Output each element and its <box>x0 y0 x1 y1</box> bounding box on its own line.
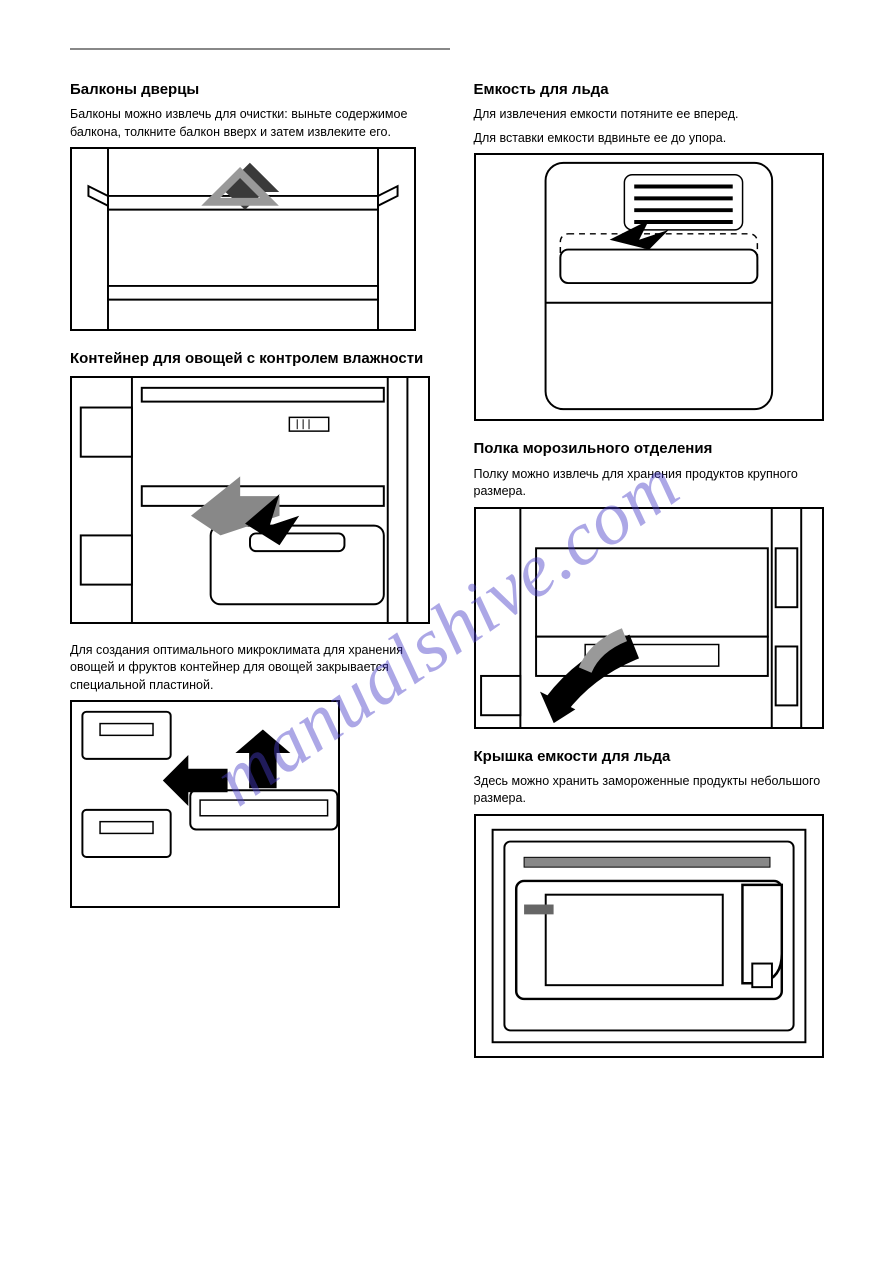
text-ice-insert: Для вставки емкости вдвиньте ее до упора… <box>474 130 834 148</box>
right-column: Емкость для льда Для извлечения емкости … <box>474 80 834 1076</box>
text-freezer-shelf: Полку можно извлечь для хранения продукт… <box>474 466 834 501</box>
heading-veg-container: Контейнер для овощей с контролем влажнос… <box>70 349 430 369</box>
text-door-balconies: Балконы можно извлечь для очистки: выньт… <box>70 106 430 141</box>
figure-door-balcony <box>70 147 416 331</box>
figure-veg-container <box>70 376 430 624</box>
figure-freezer-shelf <box>474 507 824 729</box>
text-ice-remove: Для извлечения емкости потяните ее впере… <box>474 106 834 124</box>
heading-ice-cover: Крышка емкости для льда <box>474 747 834 767</box>
figure-ice-cover <box>474 814 824 1058</box>
heading-door-balconies: Балконы дверцы <box>70 80 430 100</box>
heading-ice-container: Емкость для льда <box>474 80 834 100</box>
horizontal-rule <box>70 48 450 50</box>
text-ice-cover: Здесь можно хранить замороженные продукт… <box>474 773 834 808</box>
figure-guard-removal <box>70 700 340 908</box>
text-veg-container: Для создания оптимального микроклимата д… <box>70 642 430 695</box>
heading-freezer-shelf: Полка морозильного отделения <box>474 439 834 459</box>
left-column: Балконы дверцы Балконы можно извлечь для… <box>70 80 430 1076</box>
columns: Балконы дверцы Балконы можно извлечь для… <box>70 80 833 1076</box>
figure-ice-container <box>474 153 824 421</box>
